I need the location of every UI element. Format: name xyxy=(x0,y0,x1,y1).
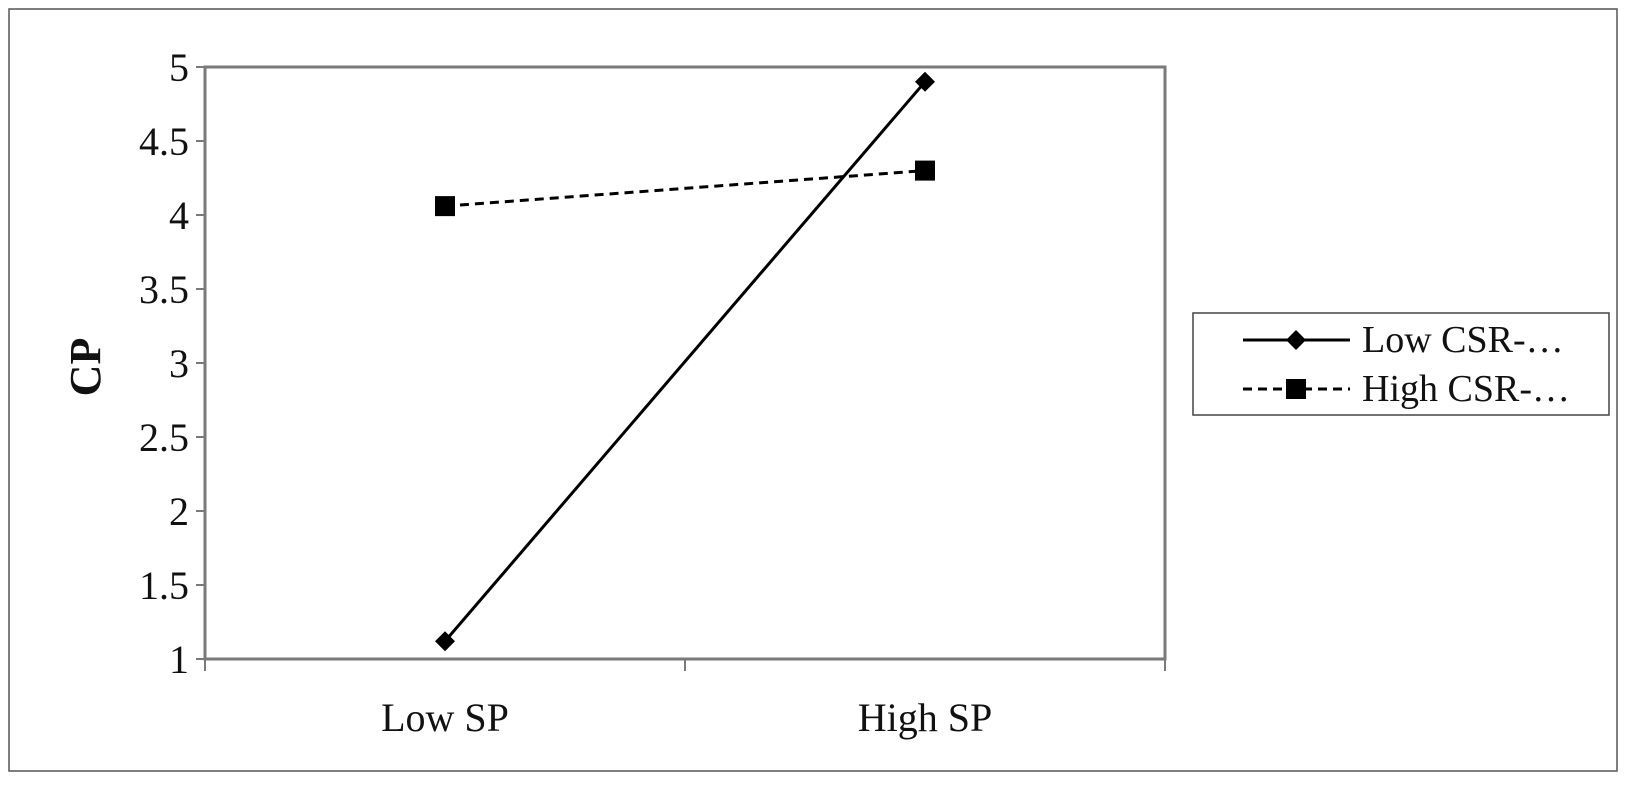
data-point-square xyxy=(435,196,455,217)
y-tick-label: 4 xyxy=(169,193,189,238)
data-point-diamond xyxy=(915,71,935,92)
x-tick-label: Low SP xyxy=(381,695,509,740)
y-tick-label: 4.5 xyxy=(139,119,189,164)
y-tick-label: 2 xyxy=(169,489,189,534)
y-tick-label: 5 xyxy=(169,45,189,90)
legend-diamond-marker xyxy=(1286,330,1306,350)
legend-label-low-csr: Low CSR-… xyxy=(1362,319,1564,361)
x-tick-label: High SP xyxy=(858,695,993,740)
legend-square-marker xyxy=(1286,379,1306,399)
series-layer xyxy=(435,71,935,652)
legend-label-high-csr: High CSR-… xyxy=(1362,368,1570,410)
y-tick-label: 1.5 xyxy=(139,563,189,608)
y-tick-label: 2.5 xyxy=(139,415,189,460)
axis-layer: 1 1.5 2 2.5 3 3.5 4 4.5 5 Low SP High SP xyxy=(139,45,1166,740)
y-tick-label: 3.5 xyxy=(139,267,189,312)
legend-box xyxy=(1192,312,1610,416)
y-tick-label: 1 xyxy=(169,637,189,682)
series-line-low-csr xyxy=(443,80,927,643)
y-tick-label: 3 xyxy=(169,341,189,386)
series-line-high-csr xyxy=(444,169,926,208)
data-point-square xyxy=(915,160,935,181)
legend: Low CSR-… High CSR-… xyxy=(1192,312,1610,416)
data-point-diamond xyxy=(435,631,455,652)
y-axis-label: CP xyxy=(61,338,110,397)
